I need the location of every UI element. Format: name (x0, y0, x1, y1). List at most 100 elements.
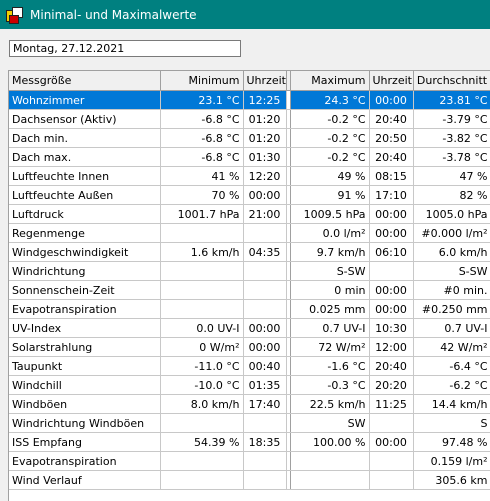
table-row[interactable]: Luftfeuchte Außen 70 % 00:00 91 % 17:10 82 % (9, 185, 490, 205)
cell-durchschnitt: 0.7 UV-I (413, 318, 490, 338)
cell-uhrzeit-min: 04:35 (243, 242, 287, 262)
column-separator (286, 413, 291, 433)
cell-durchschnitt: 42 W/m² (413, 337, 490, 357)
date-field[interactable]: Montag, 27.12.2021 (9, 40, 241, 57)
cell-maximum: 72 W/m² (290, 337, 370, 357)
cell-maximum: 1009.5 hPa (290, 204, 370, 224)
table-row[interactable]: Windböen 8.0 km/h 17:40 22.5 km/h 11:25 14.4 … (9, 394, 490, 414)
cell-uhrzeit-min (243, 470, 287, 490)
cell-uhrzeit-max: 20:20 (369, 375, 414, 395)
column-header-uhrzeit-max[interactable]: Uhrzeit (369, 71, 414, 91)
cell-uhrzeit-max: 10:30 (369, 318, 414, 338)
table-row[interactable]: Dach max. -6.8 °C 01:30 -0.2 °C 20:40 -3.78 °… (9, 147, 490, 167)
cell-uhrzeit-max: 06:10 (369, 242, 414, 262)
cell-maximum: -0.2 °C (290, 128, 370, 148)
cell-durchschnitt: 1005.0 hPa (413, 204, 490, 224)
table-row[interactable]: Windchill -10.0 °C 01:35 -0.3 °C 20:20 -6.2 °… (9, 375, 490, 395)
cell-maximum: 100.00 % (290, 432, 370, 452)
cell-uhrzeit-max: 00:00 (369, 280, 414, 300)
cell-messgroesse: UV-Index (9, 318, 161, 338)
cell-durchschnitt: 14.4 km/h (413, 394, 490, 414)
cell-durchschnitt: 47 % (413, 166, 490, 186)
column-separator (286, 451, 291, 471)
cell-uhrzeit-max (369, 451, 414, 471)
table-row[interactable]: Sonnenschein-Zeit 0 min 00:00 #0 min. (9, 280, 490, 300)
column-separator (286, 432, 291, 452)
cell-messgroesse: Evapotranspiration (9, 299, 161, 319)
cell-maximum: 91 % (290, 185, 370, 205)
cell-uhrzeit-min: 00:40 (243, 356, 287, 376)
cell-maximum: -0.3 °C (290, 375, 370, 395)
cell-messgroesse: Dach max. (9, 147, 161, 167)
table-row[interactable]: Solarstrahlung 0 W/m² 00:00 72 W/m² 12:00 42 … (9, 337, 490, 357)
cell-uhrzeit-max: 00:00 (369, 90, 414, 110)
cell-messgroesse: Taupunkt (9, 356, 161, 376)
cell-uhrzeit-max: 08:15 (369, 166, 414, 186)
table-row[interactable]: Dach min. -6.8 °C 01:20 -0.2 °C 20:50 -3.82 °… (9, 128, 490, 148)
cell-durchschnitt: S-SW (413, 261, 490, 281)
column-separator (286, 337, 291, 357)
table-row[interactable]: Luftfeuchte Innen 41 % 12:20 49 % 08:15 47 % (9, 166, 490, 186)
cell-maximum: 0.025 mm (290, 299, 370, 319)
column-header-uhrzeit-min[interactable]: Uhrzeit (243, 71, 287, 91)
cell-minimum (160, 223, 244, 243)
table-row[interactable]: Evapotranspiration 0.025 mm 00:00 #0.250 mm (9, 299, 490, 319)
cell-uhrzeit-min (243, 299, 287, 319)
column-separator (286, 242, 291, 262)
cell-uhrzeit-max: 00:00 (369, 204, 414, 224)
cell-minimum: 1.6 km/h (160, 242, 244, 262)
column-header-durchschnitt[interactable]: Durchschnitt (413, 71, 490, 91)
column-header-minimum[interactable]: Minimum (160, 71, 244, 91)
cell-uhrzeit-min (243, 261, 287, 281)
cell-messgroesse: Regenmenge (9, 223, 161, 243)
column-separator (286, 90, 291, 110)
cell-uhrzeit-min: 00:00 (243, 185, 287, 205)
cell-messgroesse: Windgeschwindigkeit (9, 242, 161, 262)
cell-maximum: 49 % (290, 166, 370, 186)
table-row[interactable]: Evapotranspiration 0.159 l/m² (9, 451, 490, 471)
cell-uhrzeit-min (243, 451, 287, 471)
table-row[interactable]: Wind Verlauf 305.6 km (9, 470, 490, 490)
column-header-messgroesse[interactable]: Messgröße (9, 71, 161, 91)
cell-durchschnitt: 23.81 °C (413, 90, 490, 110)
cell-minimum (160, 413, 244, 433)
cell-minimum: -11.0 °C (160, 356, 244, 376)
cell-uhrzeit-min (243, 223, 287, 243)
cell-uhrzeit-max: 20:40 (369, 147, 414, 167)
column-separator (286, 356, 291, 376)
table-row[interactable]: ISS Empfang 54.39 % 18:35 100.00 % 00:00 97.4… (9, 432, 490, 452)
cell-messgroesse: Luftfeuchte Außen (9, 185, 161, 205)
cell-messgroesse: Solarstrahlung (9, 337, 161, 357)
cell-uhrzeit-max: 20:50 (369, 128, 414, 148)
cell-minimum: 1001.7 hPa (160, 204, 244, 224)
cell-durchschnitt: 0.159 l/m² (413, 451, 490, 471)
cell-uhrzeit-min: 00:00 (243, 337, 287, 357)
cell-durchschnitt: 6.0 km/h (413, 242, 490, 262)
table-row[interactable]: Windrichtung Windböen SW S (9, 413, 490, 433)
table-row[interactable]: Windrichtung S-SW S-SW (9, 261, 490, 281)
values-grid[interactable]: Messgröße Minimum Uhrzeit Maximum Uhrzei… (8, 70, 490, 501)
cell-minimum (160, 451, 244, 471)
cell-minimum (160, 470, 244, 490)
cell-durchschnitt: 97.48 % (413, 432, 490, 452)
column-header-maximum[interactable]: Maximum (290, 71, 370, 91)
cell-maximum: 9.7 km/h (290, 242, 370, 262)
cell-uhrzeit-max (369, 470, 414, 490)
column-separator (286, 318, 291, 338)
cell-maximum: -0.2 °C (290, 147, 370, 167)
table-row[interactable]: Dachsensor (Aktiv) -6.8 °C 01:20 -0.2 °C 20:… (9, 109, 490, 129)
table-row[interactable]: Taupunkt -11.0 °C 00:40 -1.6 °C 20:40 -6.4 °C (9, 356, 490, 376)
cell-uhrzeit-max: 00:00 (369, 299, 414, 319)
table-row[interactable]: Luftdruck 1001.7 hPa 21:00 1009.5 hPa 00:00 1… (9, 204, 490, 224)
cell-uhrzeit-min: 12:25 (243, 90, 287, 110)
cell-durchschnitt: #0.250 mm (413, 299, 490, 319)
cell-messgroesse: Luftfeuchte Innen (9, 166, 161, 186)
cell-minimum (160, 280, 244, 300)
table-row[interactable]: Regenmenge 0.0 l/m² 00:00 #0.000 l/m² (9, 223, 490, 243)
table-row[interactable]: Windgeschwindigkeit 1.6 km/h 04:35 9.7 km/h… (9, 242, 490, 262)
cell-minimum: 0.0 UV-I (160, 318, 244, 338)
table-row[interactable]: Wohnzimmer 23.1 °C 12:25 24.3 °C 00:00 23.81 … (9, 90, 490, 110)
cell-minimum: 70 % (160, 185, 244, 205)
table-row[interactable]: UV-Index 0.0 UV-I 00:00 0.7 UV-I 10:30 0.7 UV… (9, 318, 490, 338)
cell-messgroesse: Windchill (9, 375, 161, 395)
